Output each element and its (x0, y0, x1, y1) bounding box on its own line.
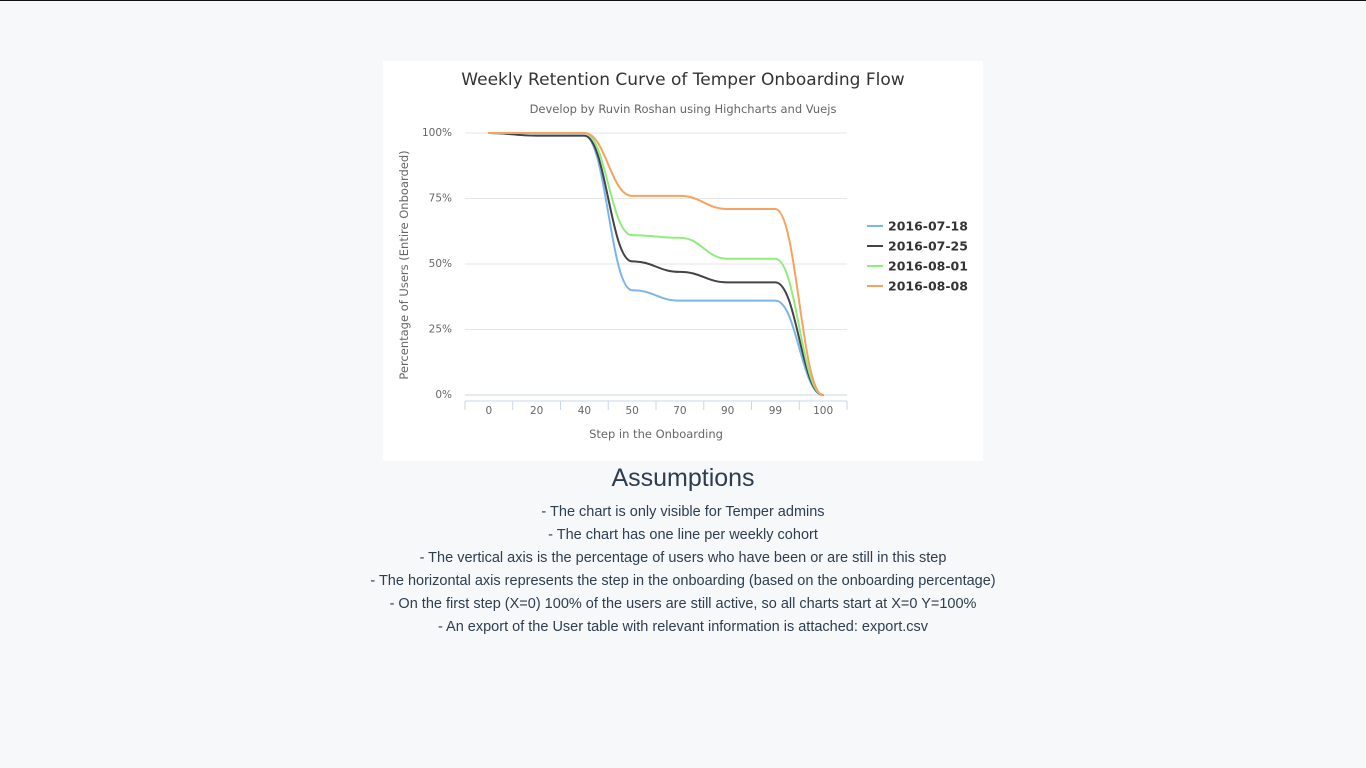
assumption-item: - The horizontal axis represents the ste… (370, 573, 996, 589)
y-tick-label: 75% (429, 193, 452, 205)
top-border (0, 0, 1366, 1)
y-tick-label: 100% (422, 127, 452, 139)
x-tick-label: 100 (813, 405, 833, 417)
legend-item-2016-08-08[interactable]: 2016-08-08 (888, 279, 968, 294)
assumption-item: - On the first step (X=0) 100% of the us… (389, 596, 977, 612)
assumption-item: - The chart is only visible for Temper a… (541, 504, 825, 520)
x-axis: 0 20 40 50 70 90 99 100 (464, 400, 848, 417)
assumptions-section: Assumptions - The chart is only visible … (0, 460, 1366, 639)
legend-item-2016-07-25[interactable]: 2016-07-25 (888, 239, 968, 254)
chart-legend: 2016-07-18 2016-07-25 2016-08-01 2016-08-08 (867, 219, 968, 294)
series-line-2016-07-25[interactable] (487, 132, 825, 396)
series-lines (487, 132, 825, 396)
y-tick-label: 0% (435, 389, 452, 401)
chart-canvas: Weekly Retention Curve of Temper Onboard… (397, 70, 968, 441)
x-tick-label: 50 (625, 405, 638, 417)
assumptions-heading: Assumptions (611, 464, 755, 492)
grid-lines (465, 132, 847, 396)
y-tick-label: 50% (429, 258, 452, 270)
x-tick-label: 70 (673, 405, 686, 417)
x-tick-label: 0 (486, 405, 493, 417)
x-tick-label: 90 (721, 405, 734, 417)
y-axis-ticks: 0% 25% 50% 75% 100% (422, 127, 452, 401)
x-tick-label: 40 (578, 405, 591, 417)
y-tick-label: 25% (429, 324, 452, 336)
assumption-item: - The vertical axis is the percentage of… (419, 550, 947, 566)
retention-chart: Weekly Retention Curve of Temper Onboard… (383, 61, 983, 461)
x-tick-label: 99 (769, 405, 782, 417)
legend-item-2016-08-01[interactable]: 2016-08-01 (888, 259, 968, 274)
series-line-2016-08-08[interactable] (487, 132, 825, 396)
assumption-item: - The chart has one line per weekly coho… (548, 527, 818, 543)
legend-item-2016-07-18[interactable]: 2016-07-18 (888, 219, 968, 234)
assumptions-list: - The chart is only visible for Temper a… (0, 501, 1366, 639)
assumption-item: - An export of the User table with relev… (437, 619, 929, 635)
y-axis-title: Percentage of Users (Entire Onboarded) (397, 150, 411, 379)
chart-subtitle: Develop by Ruvin Roshan using Highcharts… (530, 102, 837, 116)
x-tick-label: 20 (530, 405, 543, 417)
chart-title: Weekly Retention Curve of Temper Onboard… (461, 70, 904, 90)
x-axis-title: Step in the Onboarding (589, 427, 723, 441)
